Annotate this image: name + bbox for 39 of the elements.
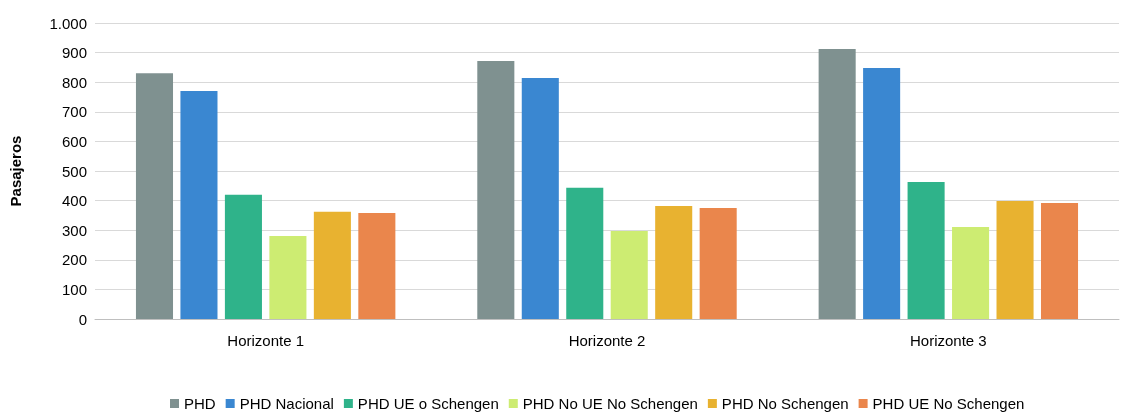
legend-label: PHD UE o Schengen [357, 395, 499, 412]
y-tick-label: 200 [61, 251, 87, 269]
bar [180, 91, 218, 319]
x-tick-label: Horizonte 3 [909, 332, 987, 349]
bar [907, 181, 945, 319]
legend-label: PHD No UE No Schengen [522, 395, 698, 412]
bar [313, 211, 351, 319]
bar [996, 200, 1034, 319]
bar [135, 73, 174, 319]
bar [566, 187, 604, 319]
bar [818, 49, 856, 319]
x-tick-label: Horizonte 1 [227, 332, 305, 349]
legend-label: PHD UE No Schengen [872, 395, 1025, 412]
y-tick-label: 400 [61, 192, 87, 210]
y-tick-label: 900 [61, 44, 87, 62]
bar [655, 205, 693, 319]
legend-label: PHD [184, 395, 216, 412]
bar [1040, 202, 1079, 319]
y-tick-label: 800 [61, 73, 87, 91]
bar [610, 231, 648, 319]
y-tick-label: 1.000 [49, 14, 87, 32]
bar [699, 208, 737, 319]
y-tick-label: 500 [61, 162, 87, 180]
y-tick-label: 100 [61, 280, 87, 298]
legend-label: PHD Nacional [239, 395, 334, 412]
y-tick-label: 0 [78, 310, 87, 328]
bar [224, 194, 262, 319]
bar [863, 67, 901, 319]
bar [477, 60, 515, 319]
y-axis-title: Pasajeros [7, 135, 24, 207]
legend-label: PHD No Schengen [721, 395, 849, 412]
bar [269, 236, 307, 319]
y-tick-label: 600 [61, 132, 87, 150]
y-tick-label: 300 [61, 221, 87, 239]
bar [358, 213, 396, 319]
bar [521, 78, 559, 319]
x-tick-label: Horizonte 2 [568, 332, 646, 349]
y-tick-label: 700 [61, 103, 87, 121]
bar [952, 226, 990, 319]
